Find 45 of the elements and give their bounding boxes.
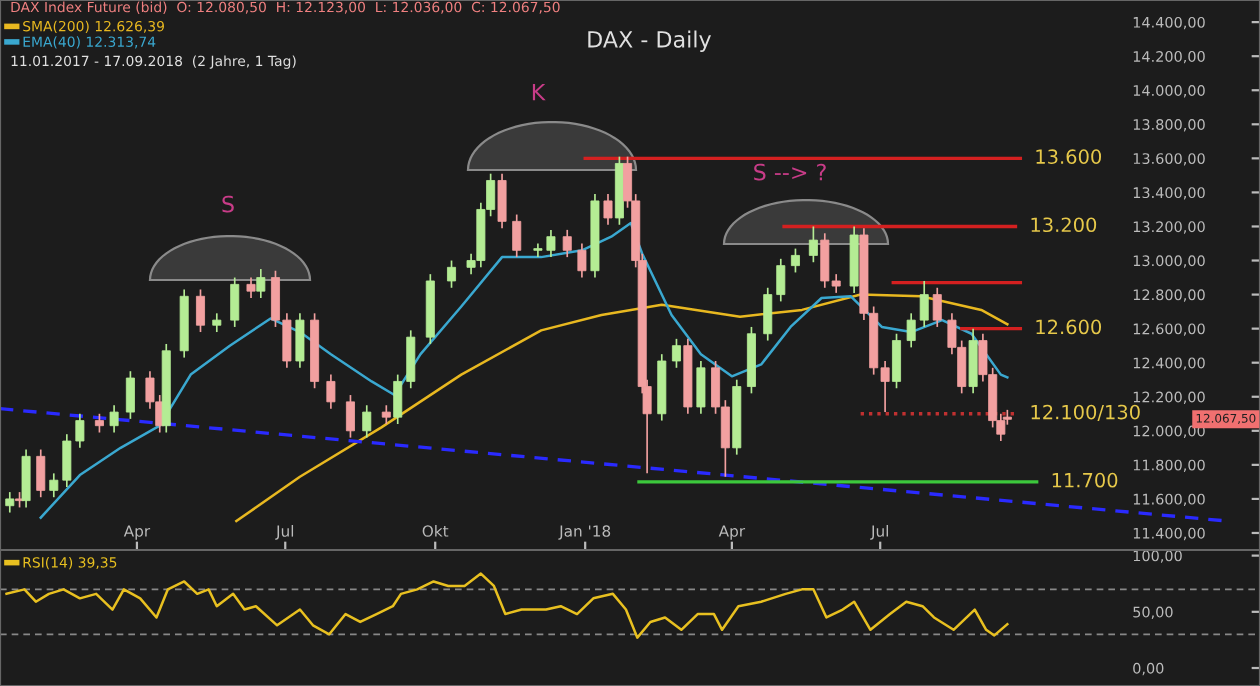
line-series xyxy=(5,572,1009,639)
candlestick xyxy=(326,373,336,410)
candlestick xyxy=(696,360,706,415)
candlestick xyxy=(776,257,786,303)
candlestick xyxy=(968,327,978,395)
candlestick xyxy=(512,213,522,258)
annotation: K xyxy=(532,83,546,101)
candlestick xyxy=(577,242,587,279)
candlestick xyxy=(497,172,507,230)
candlestick xyxy=(362,404,372,439)
candlestick xyxy=(109,404,119,434)
candlestick xyxy=(892,332,901,390)
series-label: 13.200 xyxy=(1031,217,1097,233)
candlestick xyxy=(447,259,457,289)
candlestick xyxy=(36,448,46,499)
candlestick xyxy=(196,288,205,333)
candlestick xyxy=(932,286,942,328)
candlestick xyxy=(246,276,256,299)
candlestick xyxy=(125,370,135,420)
candlestick xyxy=(763,286,773,342)
candlestick xyxy=(393,373,403,425)
text: DAX - Daily xyxy=(588,30,711,52)
candlestick xyxy=(381,404,391,425)
candlestick xyxy=(5,491,15,514)
annotation: S --> ? xyxy=(754,163,826,181)
candlestick xyxy=(230,276,240,328)
candlestick xyxy=(790,247,800,274)
candlestick xyxy=(345,394,355,439)
candlestick xyxy=(406,329,416,390)
line-series xyxy=(39,221,1009,519)
candlestick xyxy=(94,412,104,434)
series-label: 11.700 xyxy=(1052,472,1118,488)
annotation: S xyxy=(222,195,234,213)
candlestick xyxy=(808,225,818,264)
series-label: 12.100/130 xyxy=(1031,404,1140,421)
candlestick xyxy=(671,338,681,369)
candlestick xyxy=(562,229,572,258)
candlestick xyxy=(212,312,222,333)
series-label: 12.600 xyxy=(1036,319,1102,335)
series-label: 13.600 xyxy=(1036,149,1102,164)
candlestick xyxy=(256,268,266,299)
line-series xyxy=(235,293,1009,523)
candlestick xyxy=(603,193,613,226)
candlestick xyxy=(21,448,31,509)
candlestick xyxy=(295,312,305,369)
